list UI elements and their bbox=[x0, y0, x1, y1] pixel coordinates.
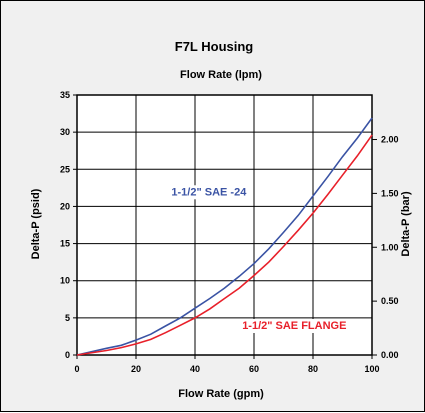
series-line bbox=[76, 117, 373, 356]
y-axis-label: Delta-P (psid) bbox=[30, 188, 42, 259]
x-tick-label: 80 bbox=[308, 364, 318, 374]
plot-border bbox=[76, 94, 373, 356]
top-axis-label: Flow Rate (lpm) bbox=[180, 69, 262, 81]
x-tick-label: 100 bbox=[364, 364, 379, 374]
annotation-background bbox=[240, 319, 349, 333]
y2-tick-label: 1.00 bbox=[381, 242, 399, 252]
chart-title: F7L Housing bbox=[175, 39, 254, 54]
x-tick-label: 20 bbox=[131, 364, 141, 374]
y-tick-label: 5 bbox=[65, 313, 70, 323]
x-axis-label: Flow Rate (gpm) bbox=[178, 388, 264, 400]
y-tick-label: 35 bbox=[60, 90, 70, 100]
series-annotation: 1-1/2" SAE FLANGE bbox=[242, 320, 346, 332]
y-tick-label: 25 bbox=[60, 164, 70, 174]
y-tick-label: 30 bbox=[60, 127, 70, 137]
plot-background bbox=[77, 95, 372, 355]
y2-axis-label: Delta-P (bar) bbox=[400, 191, 412, 257]
series-annotation: 1-1/2" SAE -24 bbox=[171, 186, 247, 198]
y2-tick-label: 1.50 bbox=[381, 188, 399, 198]
x-tick-label: 60 bbox=[249, 364, 259, 374]
y-tick-label: 0 bbox=[65, 350, 70, 360]
y-tick-label: 20 bbox=[60, 201, 70, 211]
annotation-background bbox=[169, 185, 250, 200]
series-line bbox=[76, 134, 373, 356]
y-tick-label: 15 bbox=[60, 239, 70, 249]
y2-tick-label: 2.00 bbox=[381, 135, 399, 145]
x-tick-label: 40 bbox=[190, 364, 200, 374]
y-tick-label: 10 bbox=[60, 276, 70, 286]
y2-tick-label: 0.00 bbox=[381, 350, 399, 360]
plot-area: 0 20 40 60 80 100 0 5 10 15 20 25 30 35 0.00 0.50 1.00 1.… bbox=[60, 90, 399, 374]
x-tick-label: 0 bbox=[74, 364, 79, 374]
y2-tick-label: 0.50 bbox=[381, 296, 399, 306]
